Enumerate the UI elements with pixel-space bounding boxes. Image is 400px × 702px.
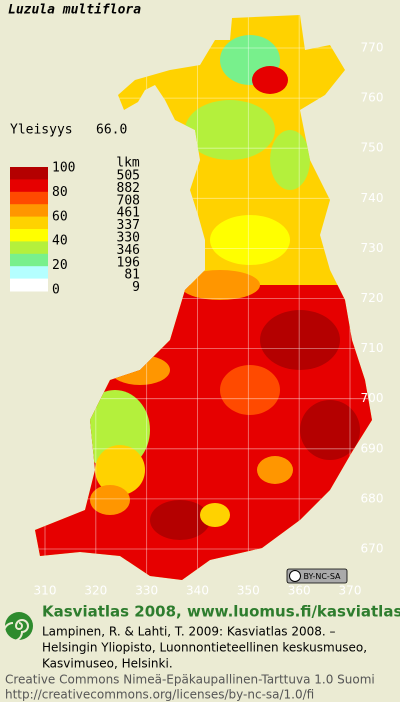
northing-label: 760 (361, 91, 384, 105)
legend-count: 708 (117, 193, 140, 208)
legend-swatch (10, 266, 48, 280)
legend-count: 337 (117, 218, 140, 233)
legend-count: 330 (117, 231, 140, 246)
legend-swatch (10, 167, 48, 180)
legend-swatch (10, 229, 48, 242)
northing-label: 740 (361, 191, 384, 205)
citation-line: Kasvimuseo, Helsinki. (42, 657, 173, 671)
legend-scale-label: 80 (52, 185, 68, 200)
footer-heading: Kasviatlas 2008, www.luomus.fi/kasviatla… (42, 603, 400, 621)
legend-count: 461 (117, 206, 140, 221)
citation-line: Helsingin Yliopisto, Luonnontieteellinen… (42, 641, 367, 655)
cc-badge-text: BY-NC-SA (303, 572, 341, 581)
easting-label: 330 (135, 584, 158, 598)
license-line: http://creativecommons.org/licenses/by-n… (5, 688, 314, 702)
legend-swatch (10, 241, 48, 255)
easting-label: 350 (237, 584, 260, 598)
legend-count: 882 (117, 181, 140, 196)
legend-count: 505 (117, 169, 140, 184)
legend-count: 81 (124, 268, 140, 283)
legend-scale-label: 100 (52, 161, 75, 176)
easting-label: 360 (288, 584, 311, 598)
legend-swatch (10, 216, 48, 230)
easting-label: 310 (34, 584, 57, 598)
northing-label: 710 (361, 341, 384, 355)
northing-label: 690 (361, 441, 384, 455)
logo (3, 612, 33, 642)
frequency-value: 66.0 (96, 123, 127, 138)
legend-swatch (10, 253, 48, 267)
legend-scale-label: 40 (52, 234, 68, 249)
northing-label: 680 (361, 491, 384, 505)
count-header: lkm (116, 156, 140, 171)
northing-label: 720 (361, 291, 384, 305)
legend-scale-label: 60 (52, 209, 68, 224)
legend-count: 9 (132, 280, 140, 295)
legend-count: 196 (117, 255, 140, 270)
northing-label: 750 (361, 141, 384, 155)
license-line: Creative Commons Nimeä-Epäkaupallinen-Ta… (5, 673, 375, 687)
legend-scale-label: 20 (52, 258, 68, 273)
northing-label: 670 (361, 542, 384, 556)
frequency-label: Yleisyys (10, 123, 73, 138)
citation-line: Lampinen, R. & Lahti, T. 2009: Kasviatla… (42, 625, 336, 639)
northing-label: 730 (361, 241, 384, 255)
easting-label: 320 (84, 584, 107, 598)
species-title: Luzula multiflora (8, 3, 141, 18)
northing-label: 700 (361, 391, 384, 405)
legend-swatch (10, 204, 48, 218)
easting-label: 370 (339, 584, 362, 598)
legend-swatch (10, 191, 48, 205)
legend-swatch (10, 179, 48, 193)
northing-label: 770 (361, 41, 384, 55)
legend-scale-label: 0 (52, 283, 60, 298)
legend-count: 346 (117, 243, 140, 258)
legend-swatch (10, 278, 48, 292)
easting-label: 340 (186, 584, 209, 598)
cc-badge: BY-NC-SA (286, 568, 348, 584)
